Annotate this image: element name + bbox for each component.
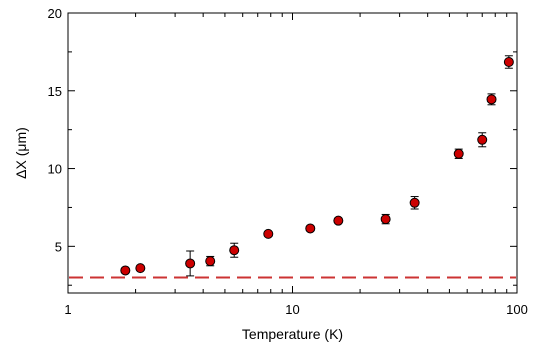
data-marker — [409, 197, 420, 208]
plot-area — [67, 12, 518, 294]
data-point — [263, 228, 274, 239]
x-axis-label: Temperature (K) — [242, 326, 343, 342]
data-point — [205, 255, 216, 267]
data-point — [503, 55, 514, 69]
data-marker — [305, 223, 316, 234]
x-tick-label: 1 — [64, 302, 71, 317]
axis-ticks: 1 10 100 5 10 15 20 — [48, 6, 528, 317]
data-points-layer — [120, 55, 514, 277]
data-marker — [333, 215, 344, 226]
data-marker — [486, 94, 497, 105]
data-marker — [135, 263, 146, 274]
data-marker — [185, 258, 196, 269]
data-point — [333, 215, 344, 226]
data-point — [120, 265, 131, 276]
data-point — [135, 263, 146, 274]
data-point — [305, 223, 316, 234]
data-point — [185, 250, 196, 277]
y-tick-label: 15 — [48, 84, 62, 99]
data-marker — [120, 265, 131, 276]
data-point — [409, 196, 420, 210]
data-marker — [205, 256, 216, 267]
data-point — [477, 132, 488, 148]
data-marker — [453, 148, 464, 159]
data-point — [380, 213, 391, 225]
x-tick-label: 100 — [506, 302, 528, 317]
y-tick-label: 20 — [48, 6, 62, 21]
data-marker — [503, 57, 514, 67]
data-marker — [229, 245, 240, 256]
y-axis-label: ΔX (μm) — [13, 127, 29, 179]
x-tick-label: 10 — [285, 302, 299, 317]
data-point — [486, 93, 497, 106]
data-point — [229, 242, 240, 258]
y-tick-label: 10 — [48, 162, 62, 177]
data-marker — [380, 214, 391, 225]
data-marker — [477, 134, 488, 145]
data-point — [453, 148, 464, 159]
y-tick-label: 5 — [55, 239, 62, 254]
data-marker — [263, 228, 274, 239]
